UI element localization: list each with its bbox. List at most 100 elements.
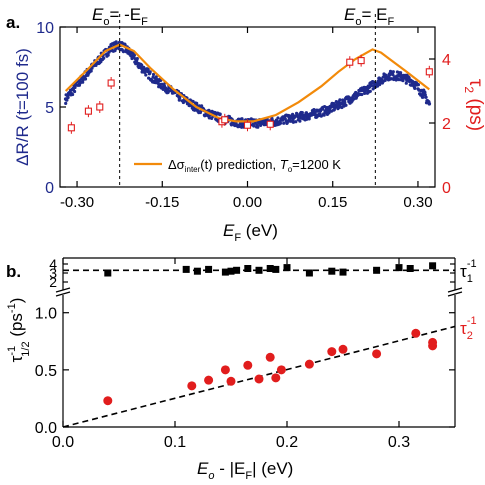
tau2-point: [243, 360, 253, 370]
tau2-square: [357, 57, 365, 65]
data-dot: [195, 101, 199, 105]
tau1-point: [328, 267, 336, 275]
data-dot: [312, 108, 316, 112]
tau1-point: [104, 269, 112, 277]
data-dot: [391, 70, 395, 74]
data-dot: [89, 69, 93, 73]
tau1-label: τ1-1: [460, 258, 477, 285]
data-dot: [397, 78, 401, 82]
data-point: [387, 73, 392, 77]
tau1-point: [182, 265, 190, 273]
tau2-point: [304, 359, 314, 369]
panel-a-right-ticks: 0 2 4: [429, 52, 451, 197]
data-dot: [135, 57, 139, 61]
x-tick-label: 0.15: [318, 194, 347, 211]
data-point: [257, 121, 261, 125]
tau1-point: [339, 268, 347, 276]
tau2-points: [103, 328, 438, 406]
panel-a-x-label: EF (eV): [223, 221, 278, 244]
data-dot: [282, 121, 286, 125]
data-dot: [106, 53, 110, 57]
data-dot: [256, 125, 260, 129]
data-dot: [218, 112, 222, 116]
data-dot: [73, 89, 77, 94]
x-tick-label: 0.2: [276, 434, 298, 451]
data-dot: [144, 73, 148, 77]
data-point: [410, 79, 415, 84]
data-point: [421, 92, 426, 96]
data-dot: [322, 113, 326, 117]
data-dot: [344, 103, 348, 107]
tau2-point: [187, 381, 197, 391]
panel-a-vertical-lines: [119, 14, 376, 187]
y-tick-label: 5: [45, 100, 54, 117]
data-point: [126, 49, 130, 53]
tau1-point: [233, 266, 241, 274]
data-point: [137, 63, 142, 68]
tau1-point: [266, 265, 274, 272]
data-dot: [151, 72, 156, 77]
panel-a-left-y-label: ΔR/R (t=100 fs): [13, 48, 32, 166]
axis-break-marks: [55, 287, 463, 297]
data-dot: [368, 89, 372, 93]
tau2-point: [327, 347, 337, 357]
tau1-point: [429, 262, 437, 270]
data-point: [291, 116, 295, 120]
data-dot: [90, 66, 94, 70]
data-point: [308, 113, 312, 117]
panel-a: a. -0.30 -0.15 0.00 0.15 0.30 0 5 10 0 2 4 Eo= -…: [6, 5, 485, 244]
data-dot: [276, 116, 280, 120]
data-dot: [363, 91, 367, 95]
data-point: [399, 74, 403, 79]
prediction-line: [64, 43, 430, 123]
tau1-point: [221, 268, 229, 276]
tau2-square: [221, 116, 229, 124]
tau2-square: [84, 107, 92, 115]
tau1-point: [283, 264, 291, 272]
data-dot: [81, 80, 85, 84]
data-dot: [73, 85, 77, 90]
data-dot: [102, 56, 106, 60]
data-dot: [71, 92, 75, 97]
tau1-point: [255, 266, 263, 274]
x-tick-label: -0.15: [145, 194, 179, 211]
panel-b-upper-ticks: 234: [49, 256, 455, 290]
y-tick-right-label: 4: [442, 52, 451, 69]
tau2-square: [67, 124, 75, 132]
data-dot: [298, 119, 302, 123]
data-dot: [283, 117, 287, 121]
annotation-neg: Eo= -EF: [92, 5, 148, 28]
data-dot: [407, 76, 411, 80]
panel-a-left-ticks: 0 5 10: [36, 20, 66, 197]
tau2-point: [265, 352, 275, 362]
tau2-point: [372, 349, 382, 359]
data-dot: [148, 70, 152, 74]
tau1-point: [406, 265, 414, 272]
data-point: [427, 102, 432, 106]
y-tick-label: 0: [45, 180, 54, 197]
data-dot: [146, 67, 150, 72]
data-dot: [191, 99, 195, 104]
data-dot: [154, 75, 158, 79]
tau2-label: τ2-1: [460, 315, 477, 342]
tau2-square: [107, 79, 115, 87]
tau2-point: [411, 328, 421, 338]
tau2-square: [243, 121, 252, 129]
data-dot: [64, 101, 68, 105]
panel-b-y-label: τ-1 1/2 (ps-1): [6, 298, 32, 363]
x-tick-label: 0.3: [388, 434, 410, 451]
data-dot: [121, 50, 126, 54]
panel-a-right-y-label: τ2 (ps): [462, 79, 485, 131]
data-dot: [207, 116, 211, 120]
data-dot: [278, 121, 283, 125]
tau2-point: [204, 375, 214, 385]
x-tick-label: 0.0: [52, 434, 74, 451]
tau1-point: [227, 267, 235, 275]
data-dot: [369, 84, 374, 88]
panel-b-x-label: Eo - |EF| (eV): [197, 459, 293, 482]
data-dot: [360, 92, 364, 97]
x-tick-label: -0.30: [60, 194, 94, 211]
data-dot: [132, 53, 136, 57]
data-dot: [300, 111, 304, 115]
